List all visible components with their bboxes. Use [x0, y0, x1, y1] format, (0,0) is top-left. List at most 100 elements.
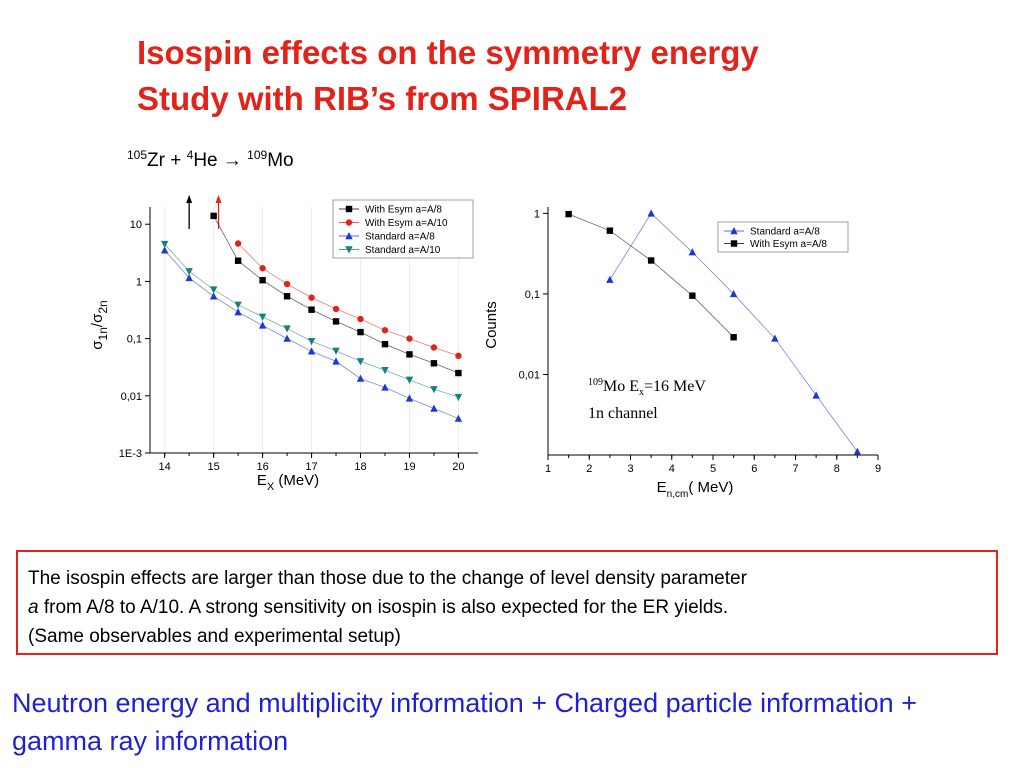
data-point — [812, 391, 820, 399]
legend-marker — [730, 227, 738, 235]
x-tick-label: 19 — [403, 461, 415, 473]
y-tick-label: 0,01 — [121, 391, 142, 403]
x-axis-label: En,cm( MeV) — [657, 479, 734, 500]
series-line — [237, 243, 459, 357]
title-line-2: Study with RIB’s from SPIRAL2 — [137, 80, 628, 117]
data-point — [356, 358, 365, 366]
data-point — [356, 374, 365, 382]
data-point — [332, 318, 340, 325]
data-point — [185, 268, 193, 276]
data-point — [430, 386, 438, 394]
data-point — [730, 334, 737, 341]
data-point — [406, 335, 413, 342]
data-point — [332, 357, 340, 365]
data-point — [209, 286, 218, 294]
x-tick-label: 5 — [710, 463, 716, 475]
y-tick-label: 0,01 — [519, 369, 540, 381]
arrow-head-icon — [186, 195, 193, 203]
x-tick-label: 9 — [875, 463, 881, 475]
legend-marker — [730, 240, 738, 247]
legend-label: Standard a=A/10 — [365, 245, 441, 256]
data-point — [259, 265, 266, 272]
y-tick-label: 0,1 — [127, 334, 142, 346]
data-point — [381, 340, 389, 348]
data-point — [357, 315, 364, 323]
reaction-arrow-icon: → — [222, 150, 242, 171]
data-point — [308, 306, 315, 313]
data-point — [258, 321, 267, 329]
data-point — [234, 257, 242, 264]
x-tick-label: 4 — [669, 463, 675, 475]
x-tick-label: 14 — [159, 461, 171, 473]
data-point — [647, 257, 655, 264]
data-point — [430, 404, 438, 412]
reaction-label: 105Zr + 4He → 109Mo — [127, 148, 294, 172]
legend-label: Standard a=A/8 — [365, 232, 435, 243]
legend-marker — [345, 232, 353, 240]
x-tick-label: 1 — [545, 463, 551, 475]
data-point — [332, 305, 340, 313]
data-point — [185, 273, 193, 282]
x-tick-label: 2 — [586, 463, 592, 475]
y-tick-label: 1E-3 — [119, 448, 142, 460]
y-tick-label: 10 — [130, 219, 142, 231]
slide-title: Isospin effects on the symmetry energy S… — [137, 30, 759, 122]
data-point — [234, 308, 242, 316]
data-point — [283, 280, 291, 288]
data-point — [160, 240, 169, 249]
mo-mass: 109 — [247, 148, 268, 162]
data-point — [729, 289, 738, 298]
data-point — [160, 246, 169, 254]
data-point — [258, 313, 267, 321]
legend-label: With Esym a=A/8 — [365, 205, 442, 216]
legend-box — [332, 199, 474, 259]
data-point — [406, 351, 413, 358]
data-point — [405, 394, 414, 402]
data-point — [234, 301, 242, 309]
data-point — [259, 277, 266, 284]
data-point — [283, 325, 291, 333]
note-line-1: The isospin effects are larger than thos… — [28, 568, 747, 589]
data-point — [357, 328, 364, 336]
x-tick-label: 17 — [305, 461, 317, 473]
data-point — [430, 360, 438, 367]
zr-text: Zr + — [147, 150, 187, 171]
data-point — [307, 338, 316, 346]
legend-marker — [345, 219, 353, 226]
data-point — [283, 334, 291, 342]
data-point — [853, 447, 862, 455]
data-point — [234, 240, 242, 247]
data-point — [381, 327, 389, 334]
data-point — [565, 210, 572, 218]
note-box: The isospin effects are larger than thos… — [16, 550, 998, 655]
legend-marker — [345, 205, 353, 213]
data-point — [455, 352, 462, 360]
x-axis-label: EX (MeV) — [257, 472, 319, 493]
x-tick-label: 16 — [256, 461, 268, 473]
annotation-line-1: 109Mo Ex=16 MeV — [588, 377, 706, 398]
y-axis-label: Counts — [483, 301, 500, 349]
x-tick-label: 20 — [452, 461, 464, 473]
x-tick-label: 7 — [792, 463, 798, 475]
data-point — [606, 275, 614, 283]
data-point — [771, 334, 779, 342]
note-line-3: (Same observables and experimental setup… — [28, 626, 401, 647]
data-point — [283, 293, 291, 300]
arrow-head-icon — [215, 195, 222, 203]
legend-label: With Esym a=A/10 — [365, 218, 448, 229]
data-point — [454, 393, 463, 402]
data-point — [606, 227, 614, 234]
y-tick-label: 0,1 — [525, 289, 540, 301]
bottom-text: Neutron energy and multiplicity informat… — [12, 688, 917, 756]
cross-section-ratio-chart: 14 15 16 17 18 19 20 1E-3 0,01 0,1 1 10 With Esym a… — [89, 195, 478, 493]
data-point — [308, 294, 315, 301]
data-point — [647, 209, 655, 217]
note-line-2: a from A/8 to A/10. A strong sensitivity… — [28, 593, 986, 622]
data-point — [454, 414, 463, 422]
data-point — [332, 347, 340, 355]
data-point — [430, 344, 438, 351]
he-mass: 4 — [186, 148, 194, 162]
data-point — [209, 292, 218, 300]
data-point — [455, 369, 462, 377]
